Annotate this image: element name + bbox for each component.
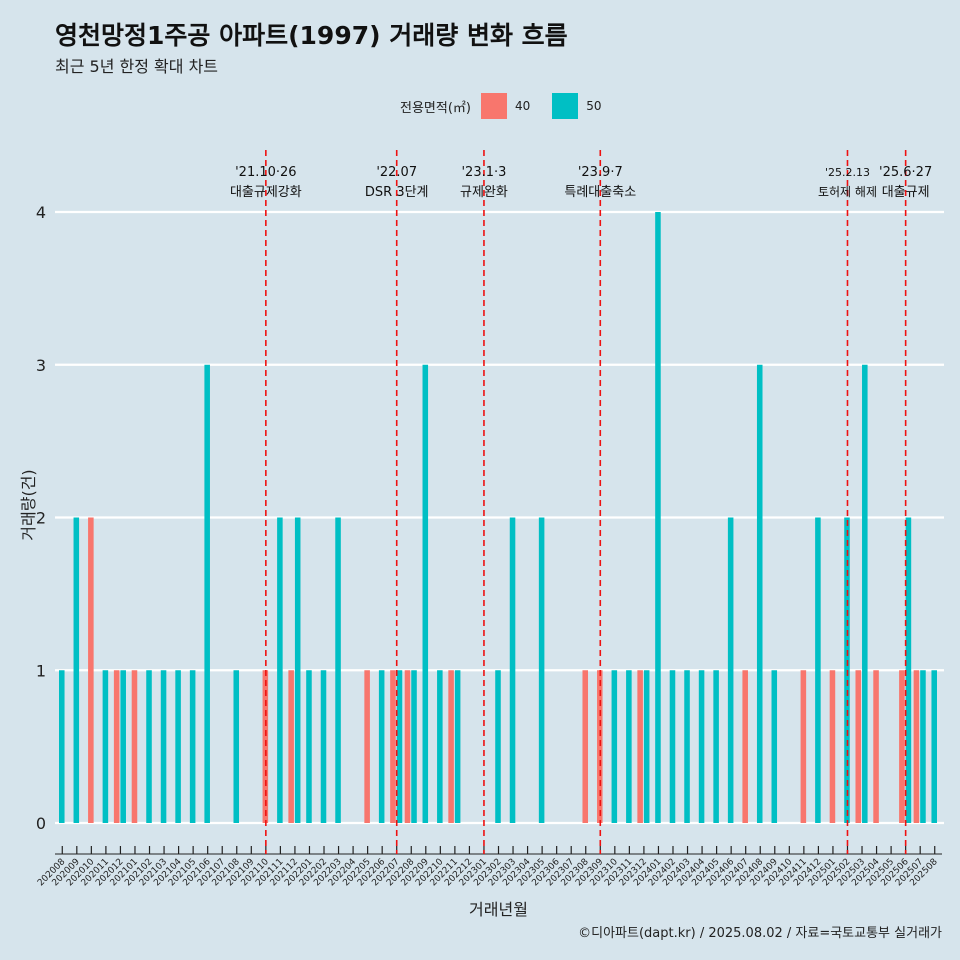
bar-202506-50 — [905, 517, 912, 823]
bar-202504-40 — [873, 670, 879, 823]
y-tick-label: 4 — [36, 203, 46, 222]
chart-title: 영천망정1주공 아파트(1997) 거래량 변화 흐름 — [55, 21, 568, 50]
bar-202208-40 — [404, 670, 411, 823]
annotation-date-3: '23.9·7 — [578, 165, 623, 180]
annotation-text-5: 대출규제 — [882, 185, 930, 200]
bar-202312-40 — [637, 670, 643, 823]
bar-202108-50 — [233, 670, 240, 823]
bar-202408-50 — [756, 364, 763, 823]
legend-key-40 — [480, 93, 507, 119]
bar-202305-50 — [538, 517, 545, 823]
bar-202011-50 — [102, 670, 109, 823]
legend-label-40: 40 — [514, 99, 531, 113]
bar-202303-50 — [509, 517, 516, 823]
bar-202309-40 — [597, 670, 603, 823]
bar-202507-40 — [913, 670, 920, 823]
bar-202101-40 — [131, 670, 138, 823]
annotation-text-2: 규제완화 — [460, 185, 508, 200]
x-axis-title: 거래년월 — [469, 900, 528, 919]
legend: 전용면적(㎡) 40 50 — [400, 93, 624, 119]
bar-202205-40 — [364, 670, 370, 823]
bar-202103-50 — [160, 670, 167, 823]
legend-key-50 — [552, 93, 579, 119]
bar-202210-50 — [437, 670, 443, 823]
y-tick-label: 1 — [36, 661, 46, 680]
chart-subtitle: 최근 5년 한정 확대 차트 — [55, 57, 219, 76]
annotation-text-4: 토허제 해제 — [818, 185, 877, 199]
bar-202010-40 — [88, 517, 94, 823]
bar-202403-50 — [684, 670, 690, 823]
bar-202311-50 — [626, 670, 632, 823]
bar-202409-50 — [771, 670, 778, 823]
bar-202404-50 — [698, 670, 705, 823]
bar-202202-50 — [320, 670, 327, 823]
bar-202407-40 — [742, 670, 748, 823]
legend-title: 전용면적(㎡) — [400, 100, 471, 116]
bar-202401-50 — [655, 212, 661, 823]
bar-202206-50 — [378, 670, 385, 823]
bar-202211-50 — [454, 670, 461, 823]
bar-202110-40 — [262, 670, 269, 823]
annotation-text-1: DSR 3단계 — [365, 185, 429, 200]
chart-caption: ©디아파트(dapt.kr) / 2025.08.02 / 자료=국토교통부 실… — [578, 926, 942, 941]
bar-202312-50 — [643, 670, 650, 823]
annotation-text-0: 대출규제강화 — [230, 185, 302, 200]
bar-202412-50 — [815, 517, 821, 823]
bar-202501-40 — [829, 670, 836, 823]
bar-202207-40 — [390, 670, 396, 823]
y-axis-title: 거래량(건) — [19, 469, 38, 540]
bar-202411-40 — [800, 670, 807, 823]
y-tick-label: 2 — [36, 509, 46, 528]
annotation-date-5: '25.6·27 — [879, 165, 932, 180]
bar-202111-50 — [277, 517, 283, 823]
bar-202203-50 — [335, 517, 341, 823]
bar-202503-50 — [862, 364, 868, 823]
bar-202310-50 — [611, 670, 618, 823]
bar-202405-50 — [713, 670, 719, 823]
bar-202012-40 — [113, 670, 120, 823]
annotation-text-3: 특례대출축소 — [564, 185, 636, 200]
annotation-date-2: '23.1·3 — [461, 165, 506, 180]
bar-202208-50 — [411, 670, 417, 823]
bar-202503-40 — [855, 670, 862, 823]
annotation-date-4: '25.2.13 — [825, 166, 870, 179]
bar-202112-50 — [294, 517, 301, 823]
bar-202104-50 — [175, 670, 181, 823]
bar-202207-50 — [396, 670, 403, 823]
annotation-date-0: '21.10·26 — [235, 165, 296, 180]
bar-202201-50 — [306, 670, 312, 823]
legend-label-50: 50 — [586, 99, 602, 113]
bar-202106-50 — [204, 364, 210, 823]
bar-202507-50 — [920, 670, 926, 823]
bar-202508-50 — [931, 670, 938, 823]
bar-202008-50 — [58, 670, 65, 823]
bar-202308-40 — [582, 670, 589, 823]
bar-202102-50 — [146, 670, 152, 823]
bar-202211-40 — [448, 670, 454, 823]
bar-202506-40 — [899, 670, 905, 823]
bar-202402-50 — [669, 670, 676, 823]
bar-202012-50 — [120, 670, 126, 823]
bar-202105-50 — [189, 670, 196, 823]
bar-202209-50 — [422, 364, 429, 823]
bar-202302-50 — [495, 670, 501, 823]
bar-202112-40 — [288, 670, 294, 823]
bar-202406-50 — [727, 517, 734, 823]
bar-202009-50 — [73, 517, 80, 823]
y-tick-label: 3 — [36, 356, 46, 375]
y-tick-label: 0 — [36, 814, 46, 833]
annotation-date-1: '22.07 — [376, 165, 417, 180]
